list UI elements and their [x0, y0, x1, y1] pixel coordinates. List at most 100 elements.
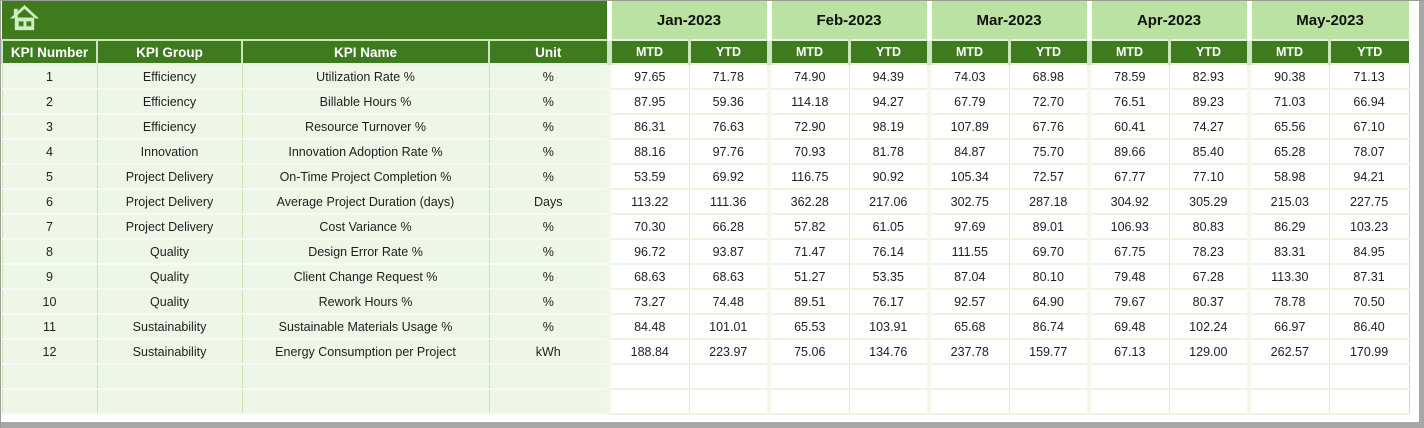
kpi-value-cell[interactable]: 88.16	[607, 139, 690, 165]
kpi-value-cell[interactable]: 262.57	[1247, 339, 1330, 365]
kpi-value-cell[interactable]: 78.23	[1169, 239, 1250, 265]
kpi-group-cell[interactable]: Project Delivery	[97, 214, 243, 240]
kpi-value-cell[interactable]: 72.70	[1009, 89, 1090, 115]
kpi-unit-cell[interactable]: %	[489, 64, 610, 90]
empty-cell[interactable]	[927, 389, 1010, 415]
kpi-value-cell[interactable]: 86.40	[1329, 314, 1410, 340]
kpi-value-cell[interactable]: 76.14	[849, 239, 930, 265]
month-header-may-2023[interactable]: May-2023	[1246, 1, 1410, 41]
kpi-value-cell[interactable]: 90.92	[849, 164, 930, 190]
kpi-group-cell[interactable]: Efficiency	[97, 89, 243, 115]
kpi-value-cell[interactable]: 103.91	[849, 314, 930, 340]
kpi-value-cell[interactable]: 51.27	[767, 264, 850, 290]
kpi-value-cell[interactable]: 93.87	[689, 239, 770, 265]
kpi-value-cell[interactable]: 96.72	[607, 239, 690, 265]
col-header-kpi-group[interactable]: KPI Group	[96, 40, 242, 65]
kpi-unit-cell[interactable]: %	[489, 114, 610, 140]
kpi-name-cell[interactable]: On-Time Project Completion %	[242, 164, 490, 190]
kpi-value-cell[interactable]: 237.78	[927, 339, 1010, 365]
kpi-group-cell[interactable]: Efficiency	[97, 64, 243, 90]
kpi-value-cell[interactable]: 58.98	[1247, 164, 1330, 190]
empty-cell[interactable]	[242, 364, 490, 390]
kpi-value-cell[interactable]: 59.36	[689, 89, 770, 115]
kpi-group-cell[interactable]: Efficiency	[97, 114, 243, 140]
kpi-value-cell[interactable]: 87.31	[1329, 264, 1410, 290]
kpi-value-cell[interactable]: 71.13	[1329, 64, 1410, 90]
kpi-value-cell[interactable]: 53.35	[849, 264, 930, 290]
kpi-value-cell[interactable]: 188.84	[607, 339, 690, 365]
vertical-scrollbar[interactable]	[1419, 1, 1424, 422]
kpi-value-cell[interactable]: 94.39	[849, 64, 930, 90]
col-header-jan-2023-mtd[interactable]: MTD	[606, 40, 689, 65]
kpi-group-cell[interactable]: Innovation	[97, 139, 243, 165]
kpi-value-cell[interactable]: 79.67	[1087, 289, 1170, 315]
kpi-number-cell[interactable]: 9	[1, 264, 98, 290]
kpi-value-cell[interactable]: 69.70	[1009, 239, 1090, 265]
kpi-value-cell[interactable]: 87.04	[927, 264, 1010, 290]
kpi-value-cell[interactable]: 70.30	[607, 214, 690, 240]
kpi-group-cell[interactable]: Quality	[97, 239, 243, 265]
kpi-unit-cell[interactable]: %	[489, 89, 610, 115]
kpi-value-cell[interactable]: 76.63	[689, 114, 770, 140]
kpi-value-cell[interactable]: 114.18	[767, 89, 850, 115]
kpi-value-cell[interactable]: 64.90	[1009, 289, 1090, 315]
kpi-number-cell[interactable]: 4	[1, 139, 98, 165]
kpi-value-cell[interactable]: 76.17	[849, 289, 930, 315]
empty-cell[interactable]	[242, 389, 490, 415]
kpi-value-cell[interactable]: 57.82	[767, 214, 850, 240]
kpi-number-cell[interactable]: 1	[1, 64, 98, 90]
kpi-value-cell[interactable]: 92.57	[927, 289, 1010, 315]
kpi-value-cell[interactable]: 67.28	[1169, 264, 1250, 290]
col-header-may-2023-mtd[interactable]: MTD	[1246, 40, 1330, 65]
kpi-name-cell[interactable]: Resource Turnover %	[242, 114, 490, 140]
kpi-value-cell[interactable]: 84.87	[927, 139, 1010, 165]
kpi-unit-cell[interactable]: %	[489, 239, 610, 265]
empty-cell[interactable]	[1329, 364, 1410, 390]
kpi-value-cell[interactable]: 65.28	[1247, 139, 1330, 165]
kpi-value-cell[interactable]: 98.19	[849, 114, 930, 140]
kpi-number-cell[interactable]: 2	[1, 89, 98, 115]
empty-cell[interactable]	[849, 389, 930, 415]
kpi-value-cell[interactable]: 67.77	[1087, 164, 1170, 190]
kpi-value-cell[interactable]: 111.55	[927, 239, 1010, 265]
kpi-group-cell[interactable]: Quality	[97, 264, 243, 290]
empty-cell[interactable]	[849, 364, 930, 390]
empty-cell[interactable]	[489, 364, 610, 390]
kpi-value-cell[interactable]: 65.53	[767, 314, 850, 340]
kpi-name-cell[interactable]: Average Project Duration (days)	[242, 189, 490, 215]
kpi-value-cell[interactable]: 287.18	[1009, 189, 1090, 215]
kpi-value-cell[interactable]: 105.34	[927, 164, 1010, 190]
kpi-name-cell[interactable]: Sustainable Materials Usage %	[242, 314, 490, 340]
empty-cell[interactable]	[1, 389, 98, 415]
kpi-group-cell[interactable]: Sustainability	[97, 314, 243, 340]
empty-cell[interactable]	[1, 364, 98, 390]
kpi-unit-cell[interactable]: %	[489, 314, 610, 340]
kpi-value-cell[interactable]: 89.23	[1169, 89, 1250, 115]
kpi-value-cell[interactable]: 305.29	[1169, 189, 1250, 215]
col-header-unit[interactable]: Unit	[488, 40, 609, 65]
col-header-apr-2023-mtd[interactable]: MTD	[1086, 40, 1170, 65]
kpi-value-cell[interactable]: 83.31	[1247, 239, 1330, 265]
month-header-feb-2023[interactable]: Feb-2023	[766, 1, 930, 41]
empty-cell[interactable]	[97, 364, 243, 390]
kpi-unit-cell[interactable]: %	[489, 264, 610, 290]
kpi-value-cell[interactable]: 68.63	[607, 264, 690, 290]
kpi-value-cell[interactable]: 170.99	[1329, 339, 1410, 365]
kpi-group-cell[interactable]: Quality	[97, 289, 243, 315]
kpi-value-cell[interactable]: 81.78	[849, 139, 930, 165]
col-header-kpi-number[interactable]: KPI Number	[1, 40, 97, 65]
kpi-value-cell[interactable]: 113.30	[1247, 264, 1330, 290]
kpi-value-cell[interactable]: 101.01	[689, 314, 770, 340]
kpi-group-cell[interactable]: Project Delivery	[97, 164, 243, 190]
kpi-value-cell[interactable]: 129.00	[1169, 339, 1250, 365]
kpi-value-cell[interactable]: 74.27	[1169, 114, 1250, 140]
kpi-value-cell[interactable]: 159.77	[1009, 339, 1090, 365]
kpi-value-cell[interactable]: 74.90	[767, 64, 850, 90]
kpi-number-cell[interactable]: 12	[1, 339, 98, 365]
kpi-number-cell[interactable]: 3	[1, 114, 98, 140]
kpi-value-cell[interactable]: 74.48	[689, 289, 770, 315]
kpi-value-cell[interactable]: 86.31	[607, 114, 690, 140]
kpi-name-cell[interactable]: Cost Variance %	[242, 214, 490, 240]
kpi-unit-cell[interactable]: %	[489, 214, 610, 240]
kpi-value-cell[interactable]: 90.38	[1247, 64, 1330, 90]
